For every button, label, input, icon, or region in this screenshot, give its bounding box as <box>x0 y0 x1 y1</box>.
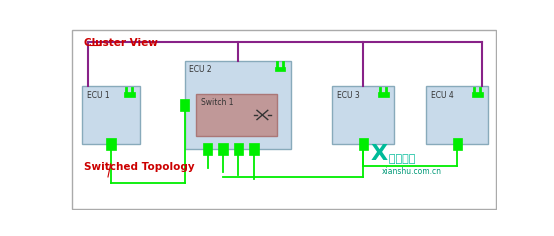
Bar <box>453 138 462 150</box>
Bar <box>124 92 135 97</box>
Text: ECU 2: ECU 2 <box>189 65 212 74</box>
Bar <box>472 92 483 97</box>
Text: X: X <box>371 144 388 164</box>
Text: Switched Topology: Switched Topology <box>85 162 195 172</box>
Text: xianshu.com.cn: xianshu.com.cn <box>382 167 442 176</box>
Bar <box>275 67 285 72</box>
Text: ECU 1: ECU 1 <box>87 91 110 100</box>
Bar <box>82 86 140 144</box>
Bar <box>180 99 189 111</box>
Bar <box>358 138 368 150</box>
Bar <box>427 86 488 144</box>
Bar <box>249 143 259 155</box>
Bar <box>106 138 116 150</box>
Bar <box>184 61 291 149</box>
Bar <box>332 86 394 144</box>
Text: ECU 3: ECU 3 <box>337 91 360 100</box>
Bar <box>378 92 389 97</box>
Text: Switch 1: Switch 1 <box>201 98 233 107</box>
Text: Cluster View: Cluster View <box>85 38 158 48</box>
Bar <box>196 94 277 136</box>
Bar <box>203 143 212 155</box>
Bar <box>234 143 243 155</box>
Text: 线束未来: 线束未来 <box>385 154 415 164</box>
Bar <box>218 143 228 155</box>
Text: ECU 4: ECU 4 <box>431 91 454 100</box>
